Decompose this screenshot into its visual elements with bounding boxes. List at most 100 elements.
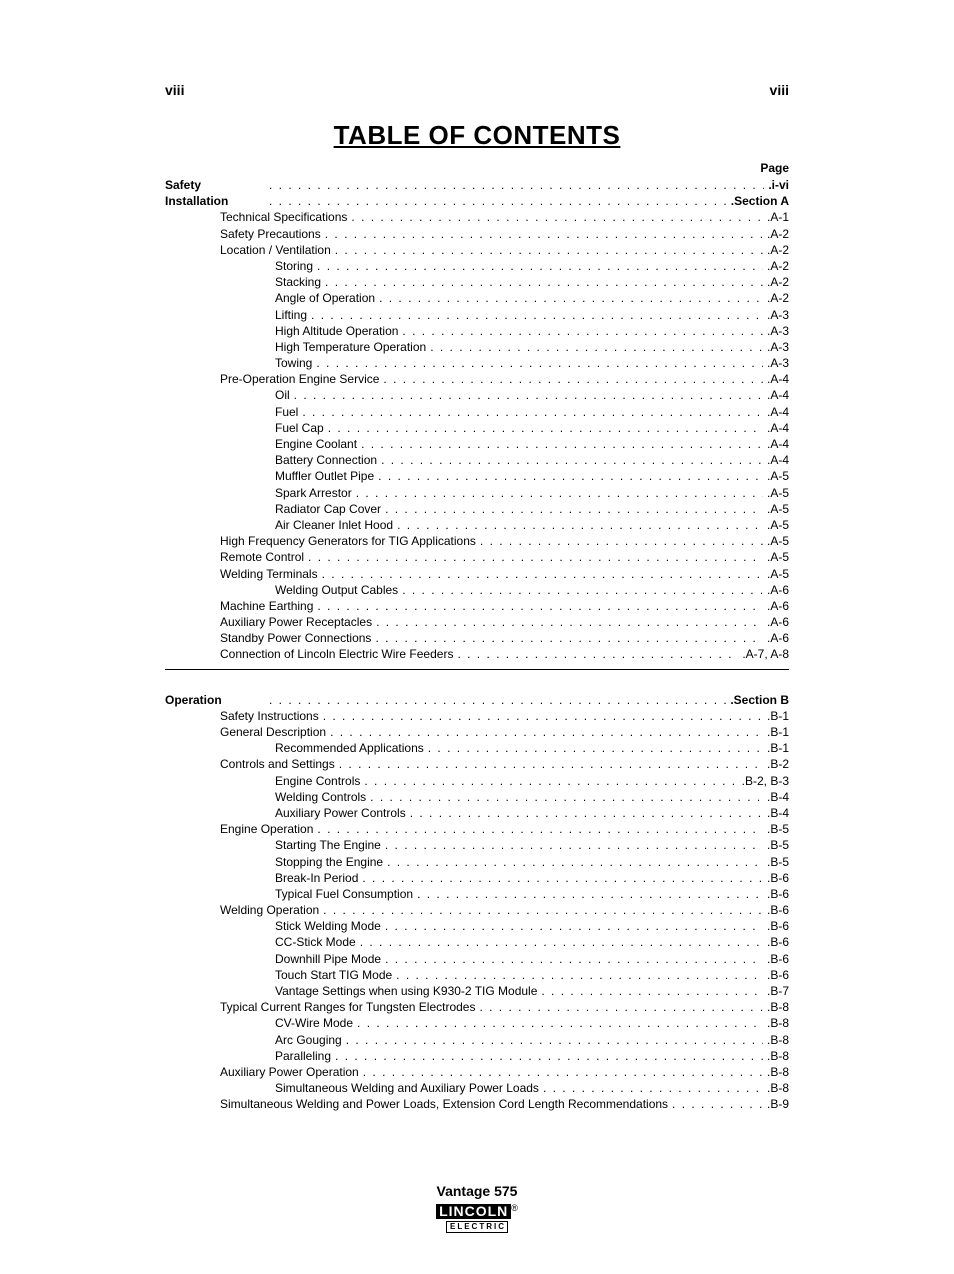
toc-leader: . . . . . . . . . . . . . . . . . . . . … <box>317 258 763 274</box>
toc-row: Auxiliary Power Controls . . . . . . . .… <box>165 805 789 821</box>
toc-leader: . . . . . . . . . . . . . . . . . . . . … <box>364 773 737 789</box>
toc-leader: . . . . . . . . . . . . . . . . . . . . … <box>385 951 763 967</box>
toc-leader: . . . . . . . . . . . . . . . . . . . . … <box>361 436 763 452</box>
toc-leader: . . . . . . . . . . . . . . . . . . . . … <box>417 886 763 902</box>
toc-entry-page: .A-3 <box>763 307 789 323</box>
toc-entry-page: .A-5 <box>763 468 789 484</box>
toc-row: Safety . . . . . . . . . . . . . . . . .… <box>165 177 789 193</box>
page-number-left: viii <box>165 82 184 98</box>
toc-leader: . . . . . . . . . . . . . . . . . . . . … <box>356 485 763 501</box>
toc-entry-page: .B-6 <box>763 870 789 886</box>
toc-entry-label: Fuel <box>275 404 302 420</box>
toc-row: Controls and Settings . . . . . . . . . … <box>165 756 789 772</box>
toc-leader: . . . . . . . . . . . . . . . . . . . . … <box>323 708 763 724</box>
toc-entry-page: .B-8 <box>763 1015 789 1031</box>
toc-row: Air Cleaner Inlet Hood . . . . . . . . .… <box>165 517 789 533</box>
toc-row: Vantage Settings when using K930-2 TIG M… <box>165 983 789 999</box>
toc-row: Stacking . . . . . . . . . . . . . . . .… <box>165 274 789 290</box>
toc-leader: . . . . . . . . . . . . . . . . . . . . … <box>308 549 763 565</box>
page-column-header: Page <box>760 161 789 175</box>
toc-leader: . . . . . . . . . . . . . . . . . . . . … <box>370 789 763 805</box>
toc-row: Technical Specifications . . . . . . . .… <box>165 209 789 225</box>
toc-entry-label: Air Cleaner Inlet Hood <box>275 517 397 533</box>
toc-entry-label: Auxiliary Power Controls <box>275 805 410 821</box>
toc-entry-label: Simultaneous Welding and Power Loads, Ex… <box>220 1096 672 1112</box>
toc-entry-page: .A-6 <box>763 630 789 646</box>
toc-leader: . . . . . . . . . . . . . . . . . . . . … <box>672 1096 763 1112</box>
toc-row: Fuel . . . . . . . . . . . . . . . . . .… <box>165 404 789 420</box>
toc-entry-label: High Frequency Generators for TIG Applic… <box>220 533 480 549</box>
toc-leader: . . . . . . . . . . . . . . . . . . . . … <box>385 918 763 934</box>
toc-entry-page: .A-5 <box>763 501 789 517</box>
toc-entry-page: .A-6 <box>763 598 789 614</box>
toc-entry-label: Engine Operation <box>220 821 317 837</box>
toc-row: Auxiliary Power Receptacles . . . . . . … <box>165 614 789 630</box>
toc-entry-label: Safety Instructions <box>220 708 323 724</box>
toc-leader: . . . . . . . . . . . . . . . . . . . . … <box>402 582 763 598</box>
toc-entry-label: Vantage Settings when using K930-2 TIG M… <box>275 983 541 999</box>
toc-leader: . . . . . . . . . . . . . . . . . . . . … <box>325 274 763 290</box>
toc-entry-label: High Temperature Operation <box>275 339 430 355</box>
toc-row: Operation . . . . . . . . . . . . . . . … <box>165 692 789 708</box>
toc-entry-label: Recommended Applications <box>275 740 428 756</box>
toc-row: Oil . . . . . . . . . . . . . . . . . . … <box>165 387 789 403</box>
toc-leader: . . . . . . . . . . . . . . . . . . . . … <box>543 1080 763 1096</box>
toc-leader: . . . . . . . . . . . . . . . . . . . . … <box>294 387 763 403</box>
toc-leader: . . . . . . . . . . . . . . . . . . . . … <box>541 983 763 999</box>
toc-entry-page: .B-1 <box>763 724 789 740</box>
toc-section-a: Safety . . . . . . . . . . . . . . . . .… <box>165 177 789 663</box>
toc-row: Lifting . . . . . . . . . . . . . . . . … <box>165 307 789 323</box>
registered-mark: ® <box>511 1203 518 1213</box>
page-footer: Vantage 575 LINCOLN ® ELECTRIC <box>165 1183 789 1234</box>
toc-entry-label: Battery Connection <box>275 452 381 468</box>
toc-entry-label: Stick Welding Mode <box>275 918 385 934</box>
toc-entry-label: Engine Controls <box>275 773 364 789</box>
toc-entry-page: .B-2, B-3 <box>738 773 789 789</box>
toc-row: Storing . . . . . . . . . . . . . . . . … <box>165 258 789 274</box>
toc-entry-label: Engine Coolant <box>275 436 361 452</box>
toc-leader: . . . . . . . . . . . . . . . . . . . . … <box>383 371 763 387</box>
toc-entry-label: High Altitude Operation <box>275 323 402 339</box>
toc-entry-label: CC-Stick Mode <box>275 934 360 950</box>
toc-entry-page: .B-6 <box>763 886 789 902</box>
toc-row: Arc Gouging . . . . . . . . . . . . . . … <box>165 1032 789 1048</box>
toc-entry-page: .B-2 <box>763 756 789 772</box>
toc-entry-page: .B-6 <box>763 918 789 934</box>
toc-entry-page: .B-4 <box>763 789 789 805</box>
toc-leader: . . . . . . . . . . . . . . . . . . . . … <box>339 756 763 772</box>
toc-row: High Altitude Operation . . . . . . . . … <box>165 323 789 339</box>
toc-entry-page: .A-2 <box>763 242 789 258</box>
toc-entry-label: Simultaneous Welding and Auxiliary Power… <box>275 1080 543 1096</box>
toc-row: Welding Controls . . . . . . . . . . . .… <box>165 789 789 805</box>
toc-entry-label: Operation <box>165 692 269 708</box>
toc-entry-page: .B-8 <box>763 1048 789 1064</box>
toc-leader: . . . . . . . . . . . . . . . . . . . . … <box>269 692 726 708</box>
toc-entry-page: .B-8 <box>763 999 789 1015</box>
toc-row: Fuel Cap . . . . . . . . . . . . . . . .… <box>165 420 789 436</box>
toc-leader: . . . . . . . . . . . . . . . . . . . . … <box>323 902 763 918</box>
toc-leader: . . . . . . . . . . . . . . . . . . . . … <box>335 1048 763 1064</box>
toc-row: Engine Coolant . . . . . . . . . . . . .… <box>165 436 789 452</box>
toc-entry-label: Welding Controls <box>275 789 370 805</box>
toc-row: Engine Controls . . . . . . . . . . . . … <box>165 773 789 789</box>
toc-entry-page: .B-4 <box>763 805 789 821</box>
toc-leader: . . . . . . . . . . . . . . . . . . . . … <box>378 468 763 484</box>
toc-row: Starting The Engine . . . . . . . . . . … <box>165 837 789 853</box>
toc-leader: . . . . . . . . . . . . . . . . . . . . … <box>363 1064 763 1080</box>
toc-row: Auxiliary Power Operation . . . . . . . … <box>165 1064 789 1080</box>
toc-row: Welding Terminals . . . . . . . . . . . … <box>165 566 789 582</box>
toc-leader: . . . . . . . . . . . . . . . . . . . . … <box>269 193 727 209</box>
toc-leader: . . . . . . . . . . . . . . . . . . . . … <box>379 290 763 306</box>
toc-leader: . . . . . . . . . . . . . . . . . . . . … <box>357 1015 763 1031</box>
toc-row: Typical Current Ranges for Tungsten Elec… <box>165 999 789 1015</box>
toc-entry-page: .A-2 <box>763 226 789 242</box>
toc-entry-page: .A-4 <box>763 436 789 452</box>
toc-entry-page: .A-5 <box>763 566 789 582</box>
toc-entry-label: Downhill Pipe Mode <box>275 951 385 967</box>
toc-entry-label: Welding Output Cables <box>275 582 402 598</box>
toc-entry-page: .A-5 <box>763 533 789 549</box>
toc-row: Recommended Applications . . . . . . . .… <box>165 740 789 756</box>
toc-leader: . . . . . . . . . . . . . . . . . . . . … <box>402 323 763 339</box>
toc-entry-label: Auxiliary Power Operation <box>220 1064 363 1080</box>
toc-leader: . . . . . . . . . . . . . . . . . . . . … <box>480 533 763 549</box>
